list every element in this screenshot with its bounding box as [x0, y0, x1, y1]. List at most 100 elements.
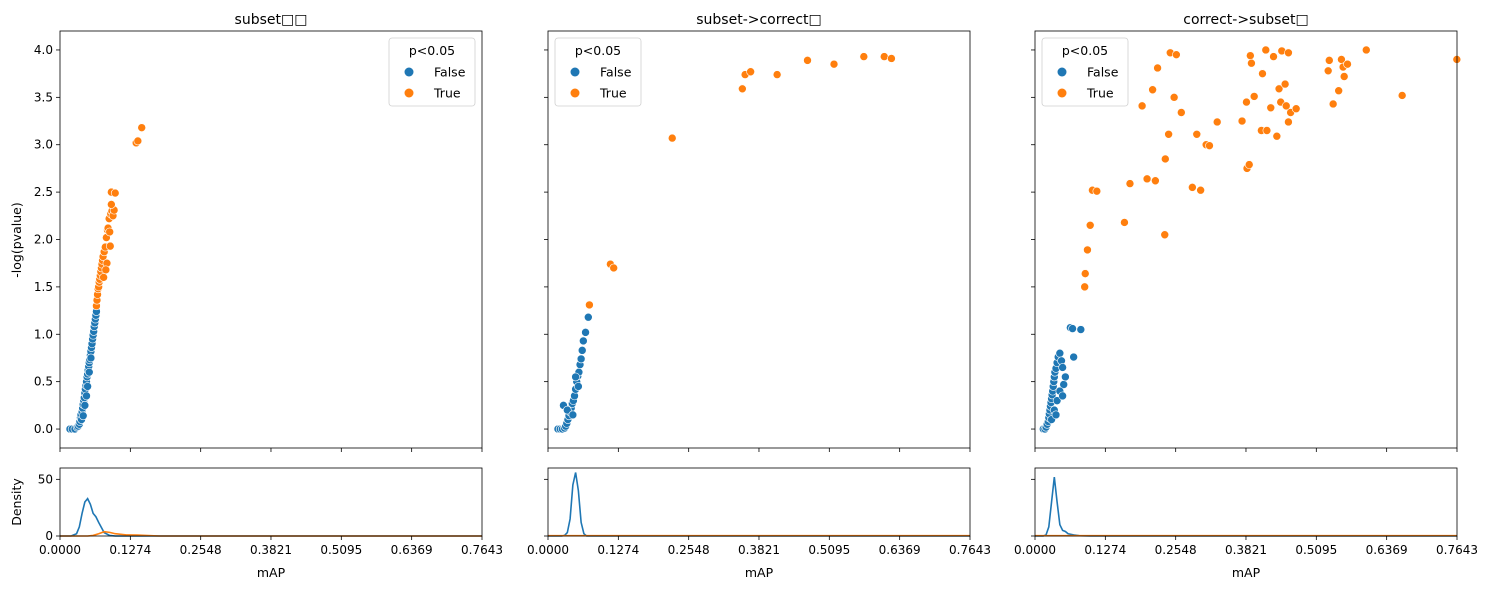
scatter-frame — [547, 30, 971, 449]
y-axis-label-scatter: -log(pvalue) — [9, 202, 24, 277]
data-point — [84, 367, 94, 377]
data-point — [1323, 66, 1333, 76]
legend-title: p<0.05 — [1062, 43, 1108, 58]
data-point — [1164, 130, 1173, 139]
data-point — [1083, 245, 1092, 255]
x-tick-label: 0.5095 — [1295, 543, 1337, 557]
legend-label-true: True — [599, 86, 627, 101]
data-point — [105, 227, 114, 237]
data-point — [1328, 99, 1338, 109]
data-point — [1169, 93, 1179, 102]
data-point — [746, 67, 755, 77]
y-tick-label: 1.5 — [34, 280, 53, 294]
data-point — [1269, 52, 1278, 61]
data-point — [574, 382, 583, 391]
data-point — [1177, 108, 1186, 117]
y-tick-label: 4.0 — [34, 43, 53, 57]
density-curve-false — [548, 472, 970, 537]
panel-title: correct->subset□ — [1183, 12, 1308, 28]
legend: p<0.05 False True — [1041, 37, 1129, 107]
data-point — [1247, 58, 1256, 68]
legend: p<0.05 False True — [554, 37, 642, 107]
data-point — [859, 52, 869, 61]
data-point — [1324, 56, 1334, 65]
data-point — [1188, 183, 1197, 192]
panel-2: subset->correct□ p<0.05 False True 0.0000 0.1… — [527, 12, 991, 580]
data-point — [1205, 141, 1214, 150]
x-tick-label: 0.3821 — [1225, 543, 1267, 557]
x-tick-label: 0.3821 — [738, 543, 780, 557]
data-point — [1237, 116, 1247, 126]
y-axis-label-density: Density — [9, 478, 24, 526]
data-point — [1076, 325, 1086, 334]
data-point — [82, 391, 91, 401]
panel-1: subset□□ 0.0 0.5 1.0 1.5 2.0 2.5 3.0 3.5 4.0 p<0.0… — [34, 12, 503, 580]
legend-label-true: True — [433, 86, 461, 101]
density-y-tick-label: 0 — [45, 529, 53, 543]
x-tick-label: 0.5095 — [808, 543, 850, 557]
panel-title: subset□□ — [235, 12, 308, 28]
data-point — [1244, 160, 1254, 169]
data-point — [585, 300, 594, 310]
data-point — [576, 354, 586, 364]
x-tick-label: 0.2548 — [180, 543, 222, 557]
data-point — [1058, 363, 1067, 372]
legend-title: p<0.05 — [409, 43, 455, 58]
data-point — [1291, 104, 1301, 114]
data-point — [1058, 391, 1067, 401]
data-point — [772, 70, 782, 79]
x-tick-label: 0.1274 — [597, 543, 639, 557]
data-point — [1148, 85, 1157, 95]
y-tick-label: 3.5 — [34, 90, 53, 104]
density-curve-false — [1035, 476, 1457, 537]
data-point — [1258, 69, 1267, 78]
data-point — [1266, 103, 1276, 113]
data-point — [563, 405, 572, 415]
legend-marker-false — [570, 67, 580, 77]
data-point — [137, 123, 147, 132]
x-tick-label: 0.7643 — [461, 543, 503, 557]
data-point — [1080, 269, 1090, 278]
data-point — [577, 346, 587, 355]
data-point — [571, 372, 580, 382]
panel-3: correct->subset□ p<0.05 False True 0.0000 0.1… — [1014, 12, 1478, 580]
data-point — [1284, 48, 1293, 58]
x-tick-label: 0.5095 — [320, 543, 362, 557]
data-point — [1246, 51, 1255, 60]
data-point — [1172, 50, 1181, 59]
x-tick-label: 0.6369 — [391, 543, 433, 557]
legend-label-false: False — [1087, 65, 1119, 80]
data-point — [1212, 117, 1222, 127]
x-axis-label: mAP — [257, 565, 286, 580]
x-tick-label: 0.2548 — [1155, 543, 1197, 557]
data-point — [581, 328, 590, 337]
x-tick-label: 0.2548 — [668, 543, 710, 557]
data-point — [1397, 91, 1407, 100]
x-tick-label: 0.7643 — [949, 543, 991, 557]
data-point — [879, 52, 889, 61]
data-point — [738, 84, 747, 94]
data-point — [1125, 179, 1135, 188]
data-point — [133, 136, 143, 146]
density-frame — [59, 467, 483, 537]
data-point — [1055, 348, 1065, 358]
x-tick-label: 0.6369 — [1366, 543, 1408, 557]
density-frame — [547, 467, 971, 537]
series-false — [553, 312, 593, 434]
series-false — [1038, 323, 1086, 434]
data-point — [584, 312, 593, 322]
y-tick-label: 2.0 — [34, 233, 53, 247]
data-point — [1361, 45, 1371, 55]
density-y-tick-label: 50 — [38, 472, 53, 486]
density-panel: 0 50 0.0000 0.1274 0.2548 0.3821 0.5095 0.6369 0… — [38, 467, 503, 580]
data-point — [101, 265, 111, 275]
x-axis-label: mAP — [745, 565, 774, 580]
data-point — [1161, 154, 1170, 164]
legend-title: p<0.05 — [575, 43, 621, 58]
data-point — [667, 133, 677, 143]
data-point — [1142, 174, 1152, 184]
x-tick-label: 0.6369 — [879, 543, 921, 557]
data-point — [1272, 131, 1282, 141]
density-panel: 0.0000 0.1274 0.2548 0.3821 0.5095 0.6369 0.76… — [1014, 467, 1478, 580]
